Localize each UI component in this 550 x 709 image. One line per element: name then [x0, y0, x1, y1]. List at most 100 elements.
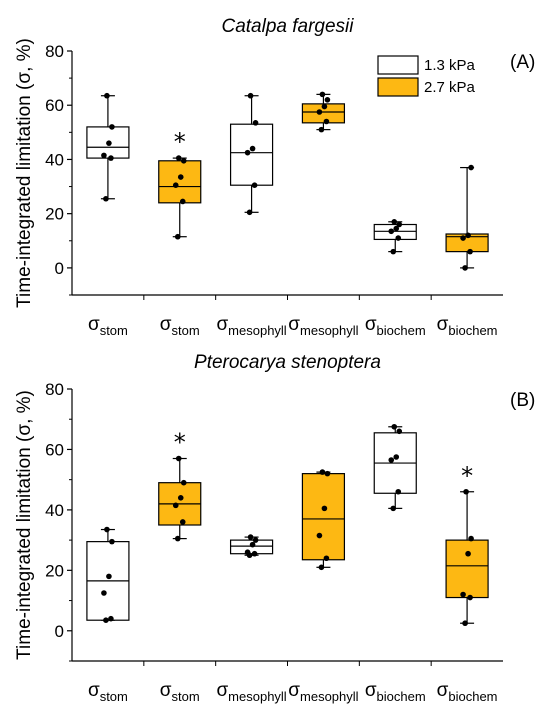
y-tick-label: 80 — [45, 380, 64, 399]
category-symbol: σ — [437, 680, 449, 701]
data-point — [463, 488, 469, 495]
legend-label: 1.3 kPa — [424, 57, 476, 74]
panel-label: (B) — [510, 390, 535, 411]
data-point — [108, 155, 114, 161]
x-category-label: σbiochem — [437, 680, 498, 704]
category-symbol: σ — [365, 314, 377, 335]
chart-title: Catalpa fargesii — [221, 16, 354, 37]
data-point — [468, 164, 474, 171]
data-point — [247, 92, 254, 99]
data-point — [108, 615, 114, 622]
chart-title: Pterocarya stenoptera — [194, 352, 381, 373]
data-point — [318, 126, 325, 133]
box-iqr — [445, 539, 489, 599]
data-point — [106, 140, 112, 146]
data-point — [251, 182, 258, 188]
data-point — [395, 488, 402, 495]
category-symbol: σ — [88, 680, 100, 701]
category-symbol: σ — [437, 314, 449, 335]
x-category-label: σbiochem — [365, 314, 426, 338]
box-6 — [445, 164, 489, 271]
data-point — [395, 235, 402, 241]
x-category-label: σstom — [160, 680, 200, 704]
data-point — [103, 617, 109, 623]
data-point — [467, 594, 473, 601]
data-point — [321, 505, 328, 512]
data-point — [323, 555, 330, 562]
data-point — [244, 549, 251, 555]
category-subscript: mesophyll — [228, 323, 287, 338]
data-point — [460, 591, 466, 598]
category-subscript: mesophyll — [300, 323, 359, 338]
data-point — [388, 457, 395, 463]
category-subscript: stom — [100, 323, 128, 338]
box-3 — [229, 92, 274, 216]
data-point — [246, 209, 253, 216]
category-symbol: σ — [216, 680, 228, 701]
x-category-label: σmesophyll — [288, 314, 358, 338]
data-point — [316, 532, 323, 539]
category-subscript: mesophyll — [228, 689, 287, 704]
box-4 — [301, 469, 346, 571]
category-symbol: σ — [365, 680, 377, 701]
box-iqr — [229, 123, 274, 186]
box-iqr — [301, 103, 346, 124]
y-tick-label: 80 — [45, 42, 64, 61]
legend-swatch — [377, 55, 419, 75]
data-point — [393, 225, 400, 232]
box-iqr — [301, 473, 346, 561]
data-point — [101, 590, 107, 596]
box-iqr — [86, 126, 130, 159]
data-point — [462, 620, 468, 627]
data-point — [180, 158, 187, 164]
data-point — [174, 535, 181, 542]
box-5 — [373, 423, 417, 512]
legend-swatch — [377, 77, 419, 97]
data-point — [172, 182, 179, 188]
data-point — [180, 479, 187, 486]
y-tick-label: 0 — [55, 622, 64, 641]
data-point — [175, 455, 182, 462]
category-symbol: σ — [288, 680, 300, 701]
significance-marker: * — [174, 429, 186, 457]
data-point — [251, 550, 258, 557]
data-point — [175, 155, 182, 161]
data-point — [109, 124, 115, 130]
data-point — [324, 97, 331, 103]
box-6: * — [445, 462, 489, 627]
data-point — [249, 541, 256, 548]
x-category-label: σmesophyll — [288, 680, 358, 704]
box-2: * — [158, 128, 202, 240]
x-category-label: σstom — [88, 680, 128, 704]
box-4 — [301, 91, 346, 133]
data-point — [244, 149, 251, 156]
category-subscript: stom — [100, 689, 128, 704]
chart-panel-a: Catalpa fargesii (A) 0 20 40 60 80 Time-integra… — [14, 16, 535, 338]
data-point — [319, 91, 326, 98]
data-point — [467, 248, 473, 255]
category-symbol: σ — [160, 314, 172, 335]
box-iqr — [158, 160, 202, 204]
data-point — [104, 92, 110, 99]
y-tick-label: 20 — [45, 561, 64, 580]
data-point — [396, 221, 403, 228]
data-point — [390, 505, 397, 512]
y-axis-label: Time-integrated limitation (σ, %) — [14, 38, 35, 308]
data-point — [101, 152, 107, 159]
y-tick-label: 40 — [45, 501, 64, 520]
significance-marker: * — [461, 462, 473, 490]
x-category-label: σbiochem — [437, 314, 498, 338]
data-point — [179, 198, 186, 205]
box-1 — [86, 92, 130, 202]
category-subscript: biochem — [448, 689, 497, 704]
legend: 1.3 kPa 2.7 kPa — [377, 55, 476, 97]
x-category-label: σstom — [88, 314, 128, 338]
y-tick-label: 20 — [45, 205, 64, 224]
data-point — [316, 109, 323, 115]
box-5 — [373, 219, 417, 255]
data-point — [177, 495, 184, 501]
data-point — [391, 219, 398, 225]
box-iqr — [373, 223, 417, 241]
x-category-label: σmesophyll — [216, 314, 286, 338]
data-point — [174, 233, 181, 240]
